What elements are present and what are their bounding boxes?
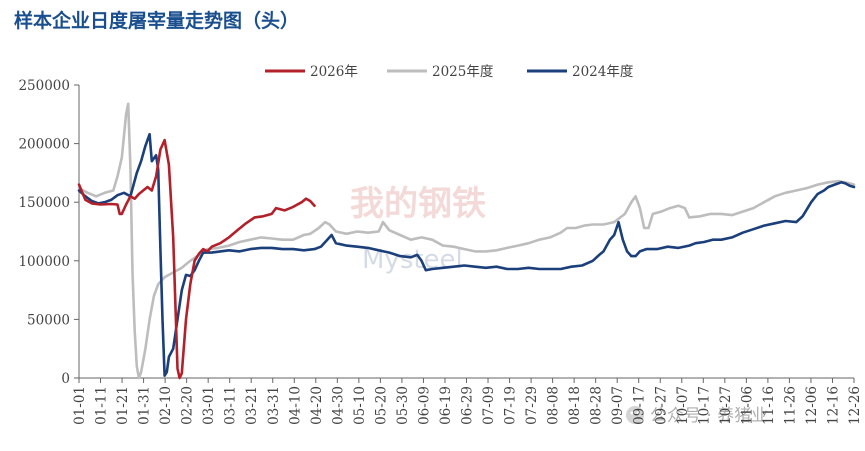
y-tick-label: 200000 bbox=[18, 137, 70, 153]
axes bbox=[78, 85, 854, 379]
x-tick-label: 01-11 bbox=[94, 386, 110, 425]
series-line-1 bbox=[77, 102, 856, 380]
wechat-watermark-text: 公众号 · 养猪业 bbox=[650, 406, 768, 426]
y-tick-label: 50000 bbox=[27, 312, 70, 328]
x-tick-label: 12-16 bbox=[825, 386, 841, 425]
x-tick-label: 12-26 bbox=[847, 386, 863, 425]
x-tick-label: 09-07 bbox=[610, 386, 626, 425]
x-tick-label: 05-30 bbox=[395, 386, 411, 425]
x-tick-label: 03-11 bbox=[223, 386, 239, 425]
chart-title: 样本企业日度屠宰量走势图（头） bbox=[14, 9, 299, 32]
x-tick-label: 11-06 bbox=[739, 386, 755, 425]
x-tick-label: 09-17 bbox=[632, 386, 648, 425]
series-line-0 bbox=[77, 138, 316, 380]
x-tick-label: 03-31 bbox=[266, 386, 282, 425]
x-tick-label: 10-17 bbox=[696, 386, 712, 425]
y-tick-label: 250000 bbox=[18, 78, 70, 94]
x-tick-label: 04-30 bbox=[330, 386, 346, 425]
x-tick-label: 06-19 bbox=[438, 386, 454, 425]
x-tick-label: 05-10 bbox=[352, 386, 368, 425]
x-tick-label: 06-29 bbox=[460, 386, 476, 425]
series-layer bbox=[77, 102, 856, 380]
x-tick-label: 01-01 bbox=[72, 386, 88, 425]
y-tick-label: 0 bbox=[61, 371, 70, 387]
x-tick-label: 09-27 bbox=[653, 386, 669, 425]
y-axis-ticks: 0 50000 100000 150000 200000 250000 bbox=[18, 78, 79, 387]
wechat-watermark: 公众号 · 养猪业 bbox=[626, 406, 768, 426]
x-tick-label: 05-20 bbox=[373, 386, 389, 425]
legend-label-0: 2026年 bbox=[310, 64, 358, 80]
y-tick-label: 100000 bbox=[18, 254, 70, 270]
watermark-logo-text: 我的钢铁 bbox=[350, 184, 486, 224]
x-tick-label: 07-19 bbox=[503, 386, 519, 425]
legend: 2026年 2025年度 2024年度 bbox=[265, 64, 633, 80]
x-tick-label: 07-29 bbox=[524, 386, 540, 425]
x-axis-ticks: 01-01 01-11 01-21 01-31 02-10 02-20 03-01 03-11… bbox=[72, 378, 863, 425]
x-tick-label: 02-20 bbox=[180, 386, 196, 425]
x-tick-label: 12-06 bbox=[804, 386, 820, 425]
x-tick-label: 11-16 bbox=[761, 386, 777, 425]
legend-label-2: 2024年度 bbox=[572, 64, 633, 80]
x-tick-label: 03-01 bbox=[201, 386, 217, 425]
wechat-icon-eye-right bbox=[636, 411, 640, 415]
x-tick-label: 10-27 bbox=[718, 386, 734, 425]
x-tick-label: 01-21 bbox=[115, 386, 131, 425]
x-tick-label: 03-21 bbox=[244, 386, 260, 425]
watermark: 我的钢铁 Mysteel bbox=[350, 184, 486, 275]
x-tick-label: 04-10 bbox=[287, 386, 303, 425]
x-tick-label: 02-10 bbox=[158, 386, 174, 425]
x-tick-label: 01-31 bbox=[137, 386, 153, 425]
legend-label-1: 2025年度 bbox=[432, 64, 493, 80]
y-tick-label: 150000 bbox=[18, 195, 70, 211]
x-tick-label: 08-28 bbox=[589, 386, 605, 425]
x-tick-label: 04-20 bbox=[309, 386, 325, 425]
x-tick-label: 08-18 bbox=[567, 386, 583, 425]
wechat-icon bbox=[626, 406, 644, 424]
x-tick-label: 06-09 bbox=[416, 386, 432, 425]
x-tick-label: 10-07 bbox=[675, 386, 691, 425]
x-tick-label: 11-26 bbox=[782, 386, 798, 425]
series-line-2 bbox=[77, 132, 856, 377]
x-tick-label: 08-08 bbox=[546, 386, 562, 425]
wechat-icon-eye-left bbox=[630, 411, 634, 415]
x-tick-label: 07-09 bbox=[481, 386, 497, 425]
